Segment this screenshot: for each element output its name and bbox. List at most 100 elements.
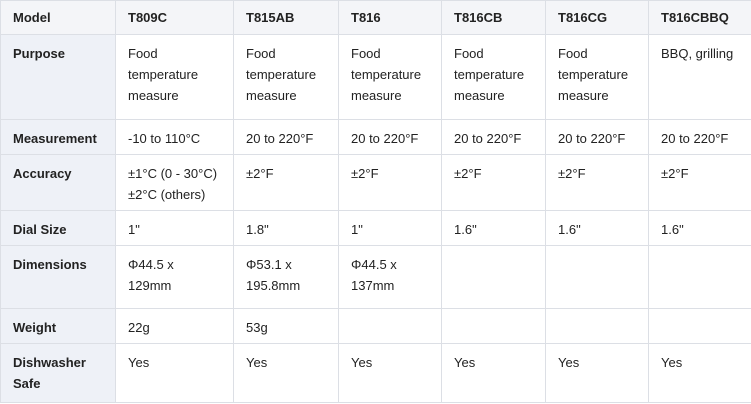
cell-text: Yes bbox=[661, 355, 683, 370]
cell-text: Food temperature measure bbox=[128, 46, 199, 103]
table-cell: Yes bbox=[545, 343, 649, 403]
row-label: Dial Size bbox=[0, 210, 116, 246]
header-cell: T816 bbox=[338, 0, 442, 35]
table-row: Dishwasher Safe Yes Yes Yes Yes Yes Yes bbox=[0, 343, 751, 403]
table-cell: Food temperature measure bbox=[441, 34, 546, 120]
header-cell: T816CB bbox=[441, 0, 546, 35]
table-cell: Food temperature measure bbox=[545, 34, 649, 120]
cell-text: Food temperature measure bbox=[454, 46, 525, 103]
cell-text: 1.6" bbox=[661, 222, 684, 237]
table-cell: ±2°F bbox=[338, 154, 442, 211]
table-cell: 20 to 220°F bbox=[338, 119, 442, 155]
header-cell: T816CG bbox=[545, 0, 649, 35]
cell-text: Φ44.5 x 137mm bbox=[351, 257, 397, 293]
cell-text: Measurement bbox=[13, 131, 97, 146]
cell-text: Dimensions bbox=[13, 257, 87, 272]
cell-text: Dishwasher Safe bbox=[13, 355, 86, 391]
table-cell: ±2°F bbox=[545, 154, 649, 211]
table-cell: Food temperature measure bbox=[115, 34, 234, 120]
table-cell: 1.8" bbox=[233, 210, 339, 246]
row-label: Weight bbox=[0, 308, 116, 344]
table-cell: Food temperature measure bbox=[338, 34, 442, 120]
cell-text: ±2°F bbox=[246, 166, 274, 181]
cell-text: BBQ, grilling bbox=[661, 46, 734, 61]
cell-text: Food temperature measure bbox=[351, 46, 422, 103]
cell-text: Yes bbox=[128, 355, 150, 370]
cell-text: Yes bbox=[246, 355, 268, 370]
cell-text: Yes bbox=[558, 355, 580, 370]
table-cell: 1" bbox=[338, 210, 442, 246]
table-cell: 1" bbox=[115, 210, 234, 246]
cell-text: ±2°F bbox=[351, 166, 379, 181]
cell-text: 1.8" bbox=[246, 222, 269, 237]
cell-text: Φ44.5 x 129mm bbox=[128, 257, 174, 293]
cell-text: 1.6" bbox=[454, 222, 477, 237]
table-cell bbox=[441, 308, 546, 344]
cell-text: Food temperature measure bbox=[558, 46, 629, 103]
table-cell: Food temperature measure bbox=[233, 34, 339, 120]
table-cell: -10 to 110°C bbox=[115, 119, 234, 155]
table-cell bbox=[338, 308, 442, 344]
table-cell: Φ44.5 x 129mm bbox=[115, 245, 234, 309]
table-cell bbox=[441, 245, 546, 309]
table-cell: BBQ, grilling bbox=[648, 34, 751, 120]
table-row: Accuracy ±1°C (0 - 30°C) ±2°C (others) ±2°F… bbox=[0, 154, 751, 211]
header-row: Model T809C T815AB T816 T816CB T816CG T816CBBQ bbox=[0, 0, 751, 35]
row-label: Dishwasher Safe bbox=[0, 343, 116, 403]
table-cell: Φ44.5 x 137mm bbox=[338, 245, 442, 309]
row-label: Accuracy bbox=[0, 154, 116, 211]
table-cell: 20 to 220°F bbox=[233, 119, 339, 155]
cell-text: 1.6" bbox=[558, 222, 581, 237]
table-cell bbox=[545, 308, 649, 344]
table-cell: Φ53.1 x 195.8mm bbox=[233, 245, 339, 309]
cell-text: 20 to 220°F bbox=[454, 131, 522, 146]
row-label: Dimensions bbox=[0, 245, 116, 309]
table-cell: ±2°F bbox=[648, 154, 751, 211]
table-cell: Yes bbox=[648, 343, 751, 403]
cell-text: 20 to 220°F bbox=[246, 131, 314, 146]
table-cell: 22g bbox=[115, 308, 234, 344]
table-cell: ±2°F bbox=[441, 154, 546, 211]
table-row: Dimensions Φ44.5 x 129mm Φ53.1 x 195.8mm Φ4… bbox=[0, 245, 751, 309]
cell-text: ±2°F bbox=[454, 166, 482, 181]
cell-text: Food temperature measure bbox=[246, 46, 317, 103]
header-cell: T816CBBQ bbox=[648, 0, 751, 35]
cell-text: Weight bbox=[13, 320, 57, 335]
table-row: Weight 22g 53g bbox=[0, 308, 751, 344]
table-row: Measurement -10 to 110°C 20 to 220°F 20 to … bbox=[0, 119, 751, 155]
table-cell: 1.6" bbox=[545, 210, 649, 246]
cell-line: ±2°C (others) bbox=[128, 187, 206, 202]
cell-text: 1" bbox=[128, 222, 140, 237]
cell-text: ±2°F bbox=[661, 166, 689, 181]
cell-line: ±1°C (0 - 30°C) bbox=[128, 166, 218, 181]
table-cell: Yes bbox=[115, 343, 234, 403]
cell-text: Accuracy bbox=[13, 166, 72, 181]
table-cell: 20 to 220°F bbox=[441, 119, 546, 155]
header-cell: T809C bbox=[115, 0, 234, 35]
table-cell: Yes bbox=[233, 343, 339, 403]
table-cell: 1.6" bbox=[441, 210, 546, 246]
table-cell: Yes bbox=[338, 343, 442, 403]
cell-text: 1" bbox=[351, 222, 363, 237]
cell-text: Yes bbox=[351, 355, 373, 370]
cell-text: 20 to 220°F bbox=[351, 131, 419, 146]
table-cell: 20 to 220°F bbox=[545, 119, 649, 155]
header-cell: T815AB bbox=[233, 0, 339, 35]
cell-text: 53g bbox=[246, 320, 268, 335]
row-label: Measurement bbox=[0, 119, 116, 155]
cell-text: Φ53.1 x 195.8mm bbox=[246, 257, 301, 293]
cell-text: Purpose bbox=[13, 46, 66, 61]
cell-text: 20 to 220°F bbox=[661, 131, 729, 146]
table-cell: ±2°F bbox=[233, 154, 339, 211]
table-cell bbox=[648, 245, 751, 309]
header-cell: Model bbox=[0, 0, 116, 35]
row-label: Purpose bbox=[0, 34, 116, 120]
table-cell: Yes bbox=[441, 343, 546, 403]
cell-text: Dial Size bbox=[13, 222, 67, 237]
table-cell bbox=[545, 245, 649, 309]
table-body: Purpose Food temperature measure Food temp… bbox=[0, 34, 751, 403]
table-cell: 1.6" bbox=[648, 210, 751, 246]
table-cell: 20 to 220°F bbox=[648, 119, 751, 155]
